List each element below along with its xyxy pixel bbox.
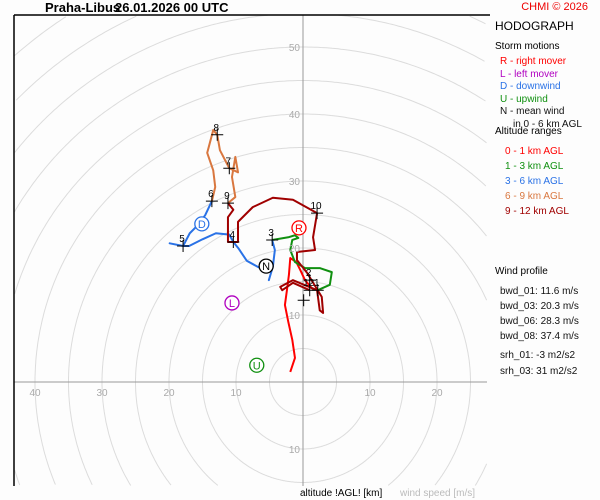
x-axis-label: altitude !AGL! [km] — [300, 488, 382, 499]
bulk-shear-value: bwd_06: 28.3 m/s — [500, 316, 579, 327]
bulk-shear-value: bwd_03: 20.3 m/s — [500, 301, 579, 312]
storm-motion-label: L — [229, 298, 235, 310]
y-axis-label: wind speed [m/s] — [399, 488, 475, 499]
height-label: 7 — [226, 156, 232, 167]
height-marker — [266, 233, 279, 246]
hodograph-trace-1 — [272, 234, 333, 292]
height-label: 8 — [213, 123, 219, 134]
grid-ring — [14, 16, 67, 57]
storm-motion-label: R — [295, 223, 303, 235]
grid-ring — [68, 147, 487, 486]
altitude-range-item: 1 - 3 km AGL — [505, 161, 564, 172]
grid-ring — [14, 14, 485, 153]
storm-motion-marker — [249, 357, 265, 373]
y-tick-label: 20 — [289, 244, 301, 255]
x-tick-label: 20 — [431, 388, 443, 399]
altitude-range-item: 9 - 12 km AGL — [505, 206, 569, 217]
hodograph-trace-3 — [206, 129, 240, 204]
srh-value: srh_03: 31 m2/s2 — [500, 366, 578, 377]
station-name: Praha-Libus — [45, 0, 121, 15]
grid-ring — [34, 113, 487, 485]
sounding-datetime: 26.01.2026 00 UTC — [115, 0, 229, 15]
height-label: 3 — [268, 228, 274, 239]
height-label: 2 — [306, 268, 312, 279]
storm-motion-legend-item: N - mean wind — [500, 106, 565, 117]
x-tick-label: 10 — [230, 388, 242, 399]
hodograph-trace-2 — [168, 200, 276, 282]
altitude-range-item: 6 - 9 km AGL — [505, 191, 564, 202]
y-tick-label: 40 — [289, 110, 301, 121]
plot-area: 12 3 4 5 6 7 8 9 10 12 R D N L U — [13, 14, 488, 486]
height-label: 12 — [303, 278, 315, 289]
height-label: 4 — [230, 230, 236, 241]
height-marker — [303, 284, 316, 297]
x-tick-label: 10 — [364, 388, 376, 399]
height-marker — [303, 274, 316, 287]
height-label: 1 — [314, 278, 320, 289]
bulk-shear-value: bwd_08: 37.4 m/s — [500, 331, 579, 342]
height-marker — [177, 239, 190, 252]
y-tick-label: 10 — [289, 445, 301, 456]
srh-value: srh_01: -3 m2/s2 — [500, 350, 576, 361]
storm-motion-legend-item: U - upwind — [500, 93, 548, 105]
copyright: CHMI © 2026 — [521, 1, 588, 13]
storm-motion-marker — [258, 258, 274, 274]
altitude-ranges-title: Altitude ranges — [495, 126, 562, 137]
x-tick-label: 30 — [96, 388, 108, 399]
height-label: 5 — [179, 234, 185, 245]
storm-motion-label: N — [262, 261, 270, 273]
storm-motion-marker — [291, 220, 307, 236]
bulk-shear-value: bwd_01: 11.6 m/s — [500, 286, 579, 297]
storm-motion-label: U — [253, 360, 261, 372]
height-marker — [297, 294, 310, 307]
height-marker — [221, 197, 234, 210]
y-tick-label: 30 — [289, 177, 301, 188]
y-tick-label: 10 — [289, 311, 301, 322]
storm-motion-legend-item: R - right mover — [500, 56, 567, 67]
grid-ring — [15, 15, 486, 101]
y-tick-label: 50 — [289, 43, 301, 54]
height-label: 10 — [311, 201, 323, 212]
storm-motions-title: Storm motions — [495, 41, 560, 52]
height-marker — [311, 207, 324, 220]
wind-profile-title: Wind profile — [495, 266, 548, 277]
legend-title: HODOGRAPH — [495, 19, 574, 33]
storm-motion-legend-item: D - downwind — [500, 81, 561, 92]
grid-ring — [14, 80, 487, 486]
grid-ring — [13, 46, 486, 213]
height-label: 9 — [224, 191, 230, 202]
height-marker — [211, 128, 224, 141]
altitude-range-item: 3 - 6 km AGL — [505, 176, 564, 187]
height-marker — [227, 235, 240, 248]
storm-motion-label: D — [198, 219, 206, 231]
height-marker — [223, 162, 236, 175]
height-label: 6 — [208, 189, 214, 200]
altitude-range-item: 0 - 1 km AGL — [505, 146, 564, 157]
x-tick-label: 20 — [163, 388, 175, 399]
grid-ring — [135, 214, 471, 486]
storm-motion-marker — [224, 295, 240, 311]
x-tick-label: 40 — [29, 388, 41, 399]
height-marker — [205, 195, 218, 208]
storm-motion-legend-item: L - left mover — [500, 68, 558, 80]
storm-motion-legend-item: in 0 - 6 km AGL — [513, 118, 582, 130]
storm-motion-marker — [194, 216, 210, 232]
